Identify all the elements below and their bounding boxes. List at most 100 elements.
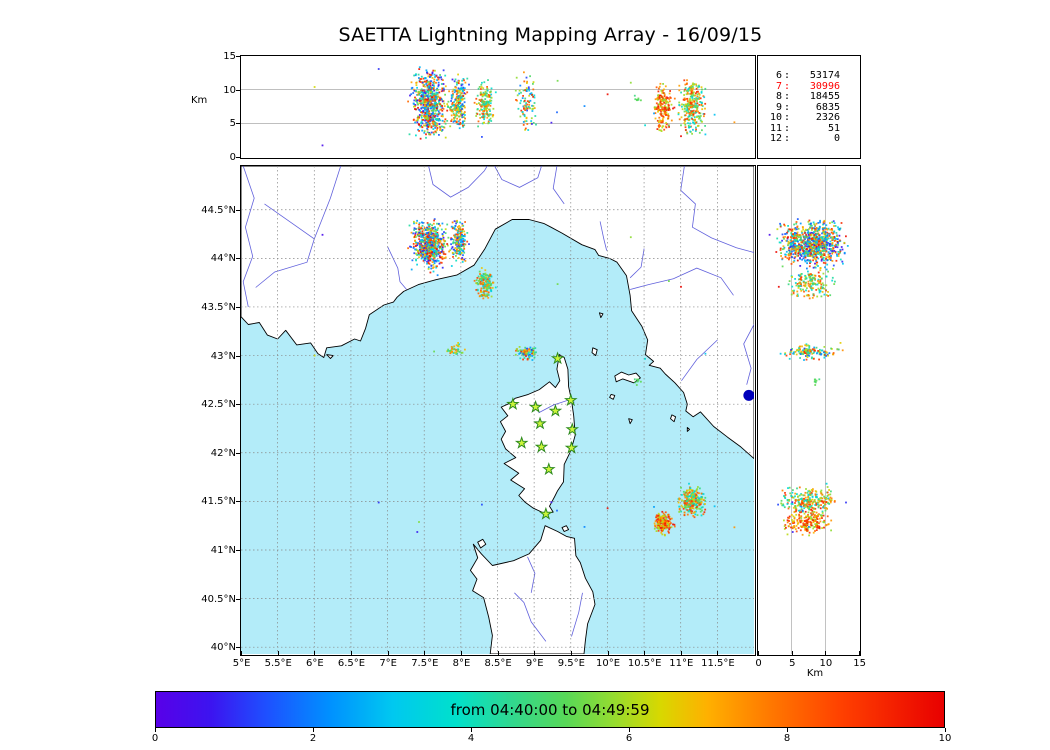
tick-mark [235,258,240,260]
geographic-map [241,166,754,654]
tick-mark [235,355,240,357]
station-star-icon [565,422,580,436]
island [609,393,616,400]
lon-tick-label: 10°E [595,658,621,669]
tick-mark [235,647,240,649]
lightning-points-latitude [768,218,849,537]
station-star-icon [564,440,579,454]
lightning-points-map [313,218,736,537]
tick-mark [825,651,827,656]
lon-tick-label: 7.5°E [411,658,439,669]
tick-mark [497,651,499,656]
island [670,414,677,423]
lon-tick-label: 5°E [232,658,251,669]
tick-mark [944,728,946,732]
time-colorbar: from 04:40:00 to 04:49:59 [155,691,945,728]
river [494,166,542,188]
figure-title: SAETTA Lightning Mapping Array - 16/09/1… [338,24,763,46]
river [681,339,718,382]
river [599,221,608,251]
island [561,525,570,532]
colorbar-tick-label: 0 [151,733,159,744]
station-count-row: 9:6835 [775,101,840,113]
station-count-row: 12:0 [769,133,840,144]
station-star-icon [506,397,520,410]
lake [743,389,754,401]
colorbar-tick-label: 10 [938,733,952,744]
river [428,166,488,198]
colorbar-tick-label: 2 [309,733,317,744]
station-star-icon [563,393,578,407]
station-star-icon [548,403,563,417]
tick-mark [534,651,536,656]
river [242,166,255,308]
right-alt-tick-label: 5 [789,658,796,669]
longitude-altitude-panel [240,55,756,159]
tick-mark [644,651,646,656]
tick-mark [314,651,316,656]
lon-tick-label: 11°E [669,658,694,669]
station-star-icon [533,416,547,430]
tick-mark [570,651,572,656]
station-star-icon [550,351,565,365]
station-star-icon [528,399,543,413]
lon-tick-label: 5.5°E [264,658,292,669]
tick-mark [154,728,156,732]
tick-mark [235,89,240,91]
island [598,312,604,319]
tick-mark [470,728,472,732]
tick-mark [235,404,240,406]
colorbar-label: from 04:40:00 to 04:49:59 [450,700,650,719]
map-panel [240,165,756,656]
river [743,324,754,385]
river [527,556,536,593]
colorbar-tick-label: 4 [467,733,475,744]
island [477,538,487,549]
tick-mark [235,452,240,454]
station-count-rows: 6:53174 7:30996 8:18455 9:6835 10:2326 11:51 1… [758,56,860,145]
lat-tick-label: 43.5°N [201,302,236,314]
island [628,418,633,425]
coastline [469,525,596,654]
right-alt-tick-label: 0 [755,658,762,669]
river [629,267,734,296]
tick-mark [717,651,719,656]
station-star-icon [541,462,556,476]
island [686,427,690,432]
tick-mark [680,651,682,656]
island [326,354,334,359]
tick-mark [312,728,314,732]
alt-tick-label: 10 [223,84,236,96]
alt-tick-label: 0 [229,152,236,164]
lat-tick-label: 40.5°N [201,593,236,605]
lat-tick-label: 44.5°N [201,204,236,216]
coastline [499,354,576,515]
river [514,592,547,642]
station-star-icon [539,506,553,520]
lat-tick-label: 41°N [210,545,236,557]
tick-mark [235,598,240,600]
lon-tick-label: 7°E [379,658,397,669]
tick-mark [460,651,462,656]
right-alt-tick-label: 10 [819,658,833,669]
altitude-axis-label-left: Km [191,95,208,106]
station-count-row: 6:53174 [775,70,840,81]
lat-tick-label: 42°N [210,447,236,459]
lat-tick-label: 43°N [210,350,236,362]
tick-mark [786,728,788,732]
alt-tick-label: 5 [229,118,236,130]
river [629,248,645,279]
tick-mark [235,307,240,309]
station-count-row: 10:2326 [769,112,840,123]
tick-mark [277,651,279,656]
colorbar-tick-label: 6 [625,733,633,744]
tick-mark [235,56,240,58]
alt-tick-label: 15 [223,51,236,63]
station-count-legend: 6:53174 7:30996 8:18455 9:6835 10:2326 11:51 1… [757,55,861,159]
station-count-row: 7:30996 [775,80,840,92]
island [591,347,598,357]
station-count-row: 8:18455 [775,91,840,102]
lon-tick-label: 9.5°E [557,658,585,669]
tick-mark [628,728,630,732]
station-star-icon [514,435,529,449]
